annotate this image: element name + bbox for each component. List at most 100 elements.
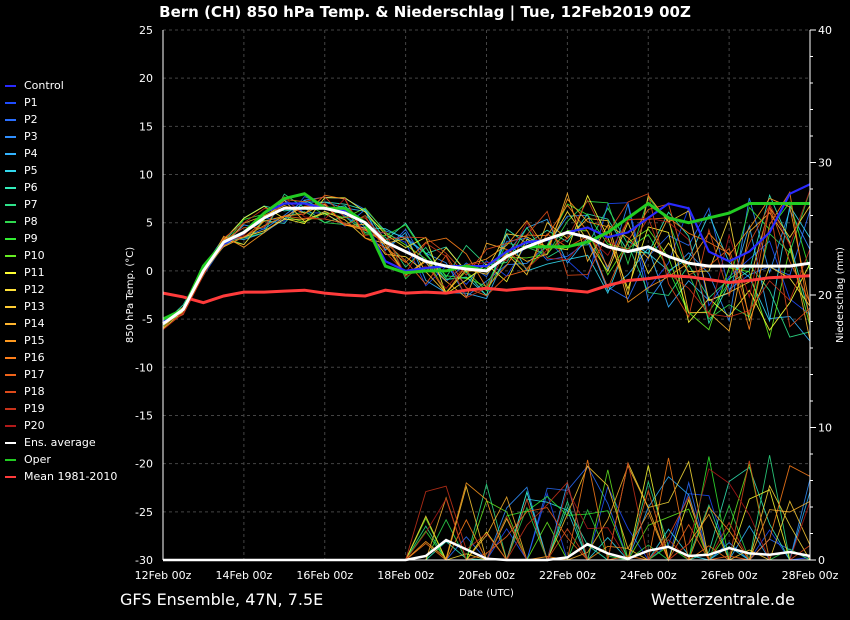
y2-tick-label: 20 <box>818 289 832 302</box>
member-line-p15 <box>162 197 811 330</box>
x-tick-label: 12Feb 00z <box>135 569 192 582</box>
legend-swatch <box>5 118 16 121</box>
legend-item: P18 <box>5 383 117 400</box>
y-tick-label: -20 <box>135 458 153 471</box>
legend-swatch <box>5 186 16 189</box>
legend-label: P20 <box>24 419 45 432</box>
member-line-p14 <box>162 191 811 341</box>
legend-item: P14 <box>5 315 117 332</box>
legend-item: P16 <box>5 349 117 366</box>
legend-label: Ens. average <box>24 436 96 449</box>
y-tick-label: 15 <box>139 120 153 133</box>
legend-label: P9 <box>24 232 38 245</box>
legend-swatch <box>5 220 16 223</box>
legend-label: P18 <box>24 385 45 398</box>
legend-swatch <box>5 254 16 257</box>
legend-label: P11 <box>24 266 45 279</box>
legend-label: P8 <box>24 215 38 228</box>
member-line-p18 <box>162 193 811 328</box>
ens-average-line <box>162 206 811 326</box>
legend-item: P12 <box>5 281 117 298</box>
legend-label: P10 <box>24 249 45 262</box>
x-tick-label: 22Feb 00z <box>539 569 596 582</box>
axis-layer: 25 20 15 10 5 0 -5 -10 -15 -20 -25 -30 12Feb 00z 14Fe… <box>125 24 846 599</box>
legend-item: P6 <box>5 179 117 196</box>
legend-item: P4 <box>5 145 117 162</box>
x-tick-label: 20Feb 00z <box>458 569 515 582</box>
model-info: GFS Ensemble, 47N, 7.5E <box>120 590 324 609</box>
x-tick-label: 16Feb 00z <box>296 569 353 582</box>
legend-item: Control <box>5 77 117 94</box>
x-tick-label: 24Feb 00z <box>620 569 677 582</box>
legend-swatch <box>5 407 16 410</box>
x-axis-label: Date (UTC) <box>459 588 514 599</box>
x-tick-label: 18Feb 00z <box>377 569 434 582</box>
source-label: Wetterzentrale.de <box>650 590 795 609</box>
legend-label: P1 <box>24 96 38 109</box>
y-tick-label: -15 <box>135 409 153 422</box>
legend-item: P2 <box>5 111 117 128</box>
legend-label: P6 <box>24 181 38 194</box>
legend-item: P19 <box>5 400 117 417</box>
legend-swatch <box>5 458 16 461</box>
legend-swatch <box>5 390 16 393</box>
legend-item: P15 <box>5 332 117 349</box>
legend-swatch <box>5 271 16 274</box>
legend-item: P11 <box>5 264 117 281</box>
x-tick-label: 28Feb 00z <box>782 569 839 582</box>
legend-item: P13 <box>5 298 117 315</box>
legend-swatch <box>5 475 16 478</box>
legend-label: P14 <box>24 317 45 330</box>
legend-item: P8 <box>5 213 117 230</box>
chart-title: Bern (CH) 850 hPa Temp. & Niederschlag |… <box>159 3 691 21</box>
legend-label: P7 <box>24 198 38 211</box>
y-tick-label: 20 <box>139 72 153 85</box>
climate-mean-line <box>162 274 811 305</box>
legend-swatch <box>5 288 16 291</box>
legend-label: Oper <box>24 453 51 466</box>
legend-item: P20 <box>5 417 117 434</box>
legend-swatch <box>5 152 16 155</box>
legend-label: Mean 1981-2010 <box>24 470 118 483</box>
legend-label: P5 <box>24 164 38 177</box>
legend-swatch <box>5 101 16 104</box>
legend-swatch <box>5 339 16 342</box>
y-tick-label: -10 <box>135 361 153 374</box>
legend-label: Control <box>24 79 64 92</box>
legend-swatch <box>5 356 16 359</box>
legend-label: P3 <box>24 130 38 143</box>
y-tick-label: -25 <box>135 506 153 519</box>
legend-label: P4 <box>24 147 38 160</box>
y2-tick-label: 40 <box>818 24 832 37</box>
legend-item: Oper <box>5 451 117 468</box>
legend-label: P16 <box>24 351 45 364</box>
legend-swatch <box>5 169 16 172</box>
y-tick-label: -5 <box>142 313 153 326</box>
legend-label: P2 <box>24 113 38 126</box>
legend-item: P1 <box>5 94 117 111</box>
legend-item: P7 <box>5 196 117 213</box>
legend-item: P9 <box>5 230 117 247</box>
y-tick-label: 0 <box>146 265 153 278</box>
y-tick-label: 25 <box>139 24 153 37</box>
legend-swatch <box>5 373 16 376</box>
legend-swatch <box>5 135 16 138</box>
legend-label: P15 <box>24 334 45 347</box>
legend-label: P12 <box>24 283 45 296</box>
series-layer <box>162 183 811 342</box>
x-tick-label: 26Feb 00z <box>701 569 758 582</box>
legend-item: P3 <box>5 128 117 145</box>
legend-item: P10 <box>5 247 117 264</box>
legend-label: P19 <box>24 402 45 415</box>
legend-swatch <box>5 441 16 444</box>
member-line-p13 <box>162 194 811 322</box>
legend-swatch <box>5 424 16 427</box>
legend-label: P13 <box>24 300 45 313</box>
y-tick-label: 10 <box>139 169 153 182</box>
x-tick-label: 14Feb 00z <box>216 569 273 582</box>
legend: Control P1 P2 P3 P4 P5 P6 P7 P8 P9 P10 P11 P12 P13 P14… <box>5 77 117 485</box>
legend-swatch <box>5 84 16 87</box>
legend-item: Mean 1981-2010 <box>5 468 117 485</box>
y-axis-label: 850 hPa Temp. (°C) <box>125 247 136 343</box>
